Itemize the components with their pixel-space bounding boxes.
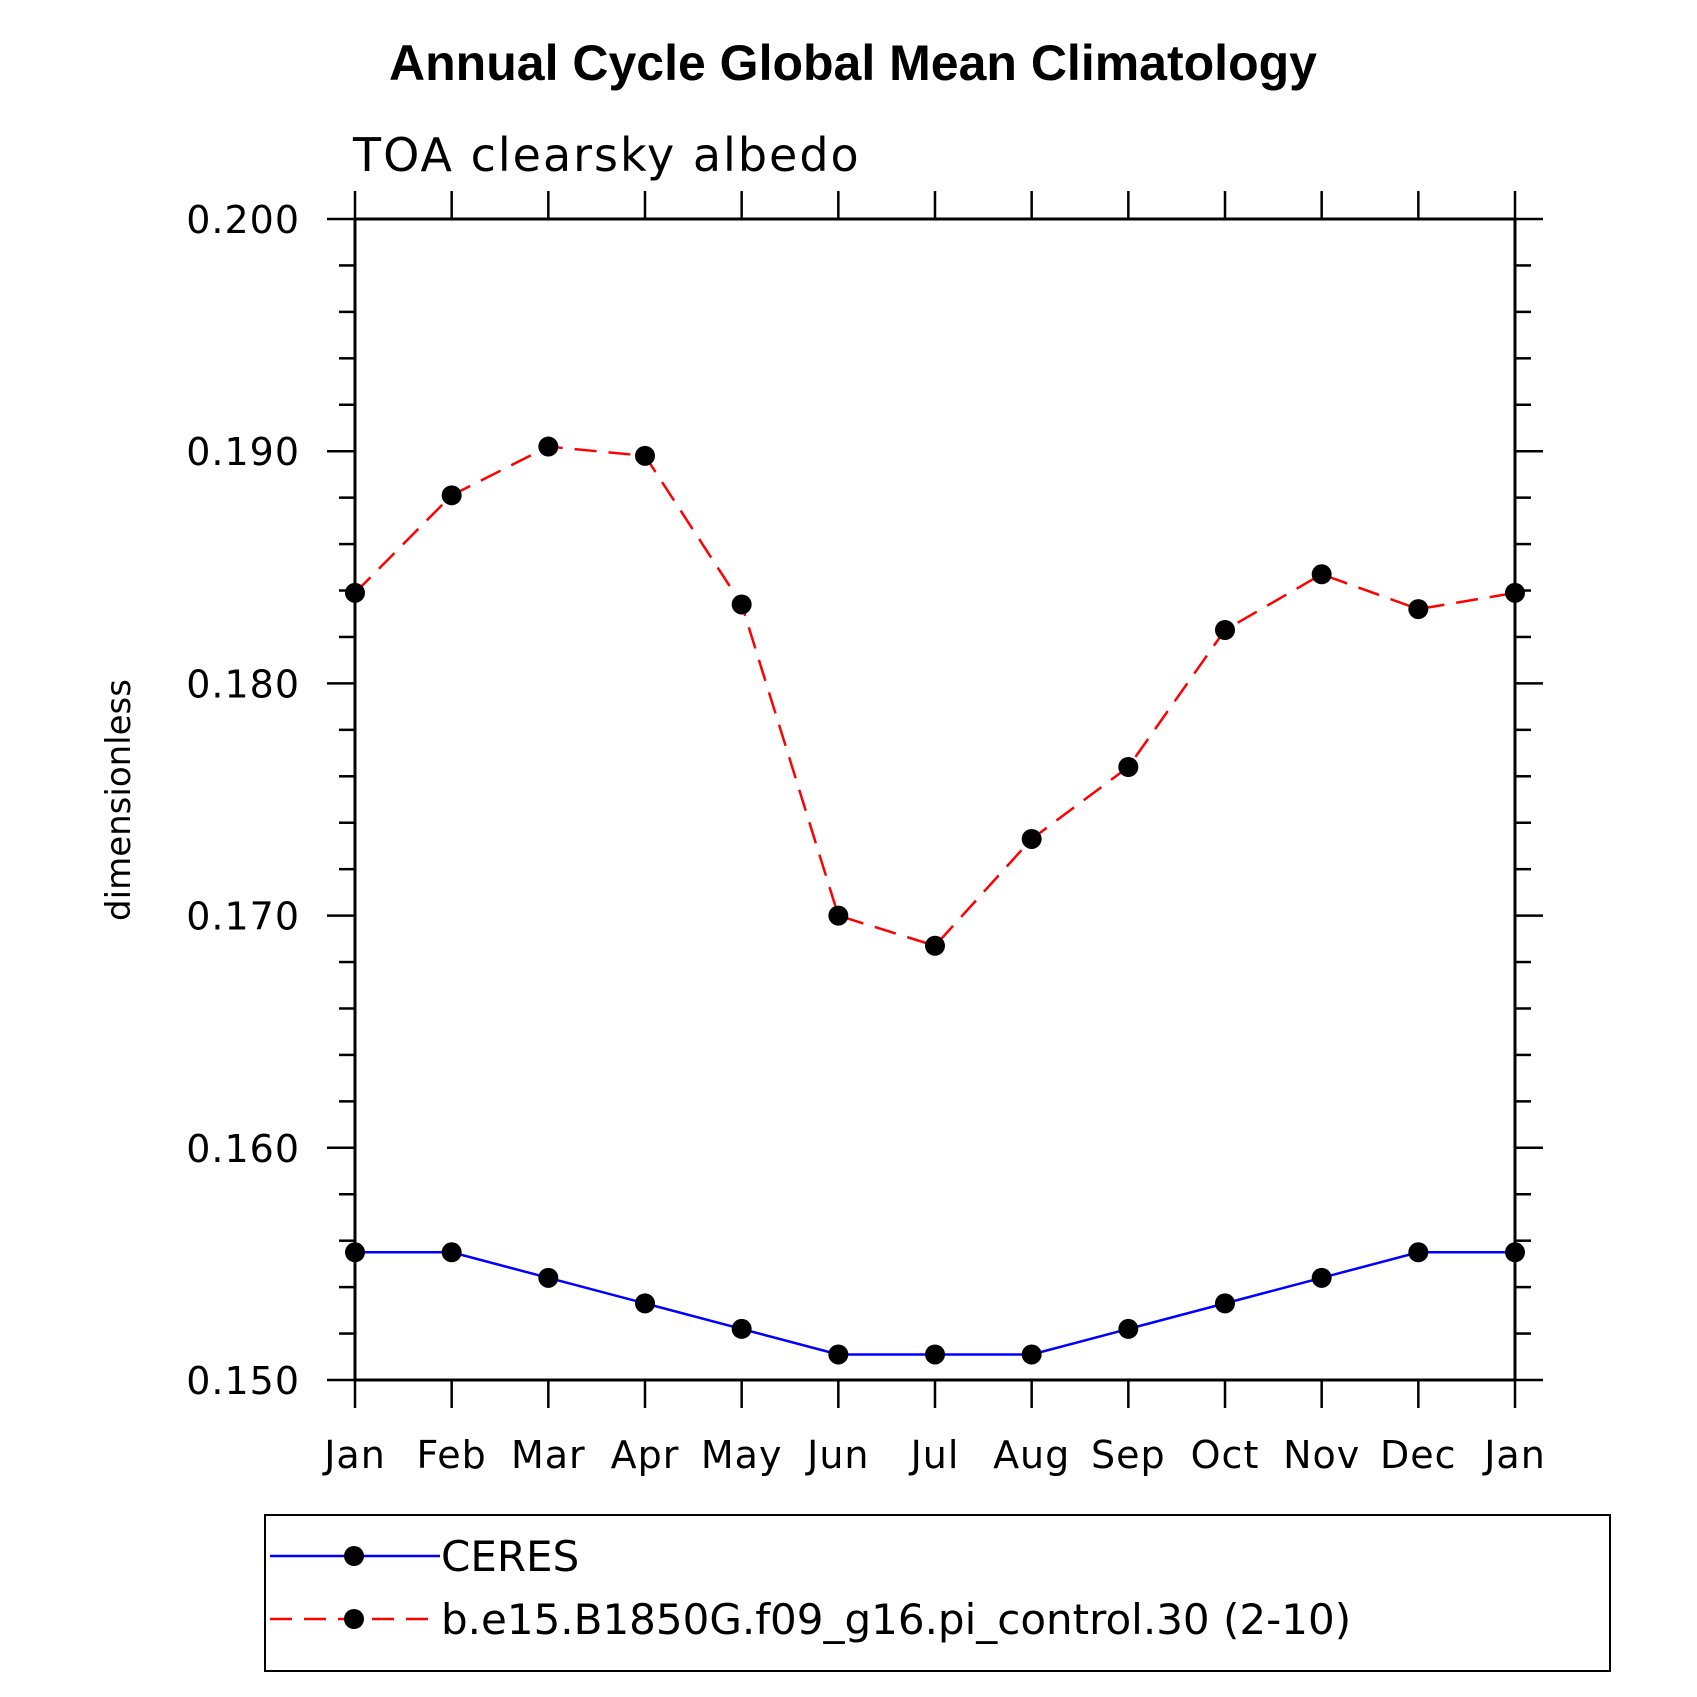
x-tick-label: Jan bbox=[322, 1433, 386, 1477]
series-0-point bbox=[731, 1318, 752, 1339]
legend-label-0: CERES bbox=[441, 1532, 579, 1581]
series-0-point bbox=[441, 1242, 462, 1263]
series-0-point bbox=[1215, 1293, 1235, 1314]
series-0-point bbox=[1021, 1344, 1042, 1365]
series-1-point bbox=[1505, 582, 1525, 603]
x-tick-label: Aug bbox=[993, 1433, 1070, 1477]
series-line-1 bbox=[354, 445, 1516, 948]
x-tick-label: Jan bbox=[1482, 1433, 1546, 1477]
x-tick-label: Apr bbox=[611, 1433, 680, 1477]
legend-box bbox=[264, 1514, 1611, 1672]
series-0-point bbox=[345, 1242, 365, 1263]
series-1-point bbox=[1021, 828, 1042, 849]
series-0-point bbox=[1408, 1242, 1429, 1263]
series-0-point bbox=[1311, 1267, 1332, 1288]
y-tick-label: 0.180 bbox=[186, 662, 300, 706]
series-group bbox=[345, 436, 1525, 1365]
series-1-point bbox=[925, 935, 945, 956]
y-tick-label: 0.200 bbox=[186, 198, 300, 242]
y-axis-label: dimensionless bbox=[99, 679, 139, 921]
series-0-point bbox=[538, 1267, 559, 1288]
series-1-point bbox=[1311, 564, 1332, 585]
series-1-point bbox=[1215, 619, 1235, 640]
series-0-point bbox=[635, 1293, 655, 1314]
series-0-point bbox=[925, 1344, 945, 1365]
series-0-point bbox=[1505, 1242, 1525, 1263]
series-1-point bbox=[731, 594, 752, 615]
series-1-point bbox=[538, 436, 559, 457]
series-1-point bbox=[635, 445, 655, 466]
x-tick-label: Oct bbox=[1191, 1433, 1260, 1477]
axis-ticks bbox=[327, 191, 1543, 1408]
series-line-0 bbox=[355, 1251, 1515, 1356]
y-tick-label: 0.170 bbox=[186, 895, 300, 939]
series-0-point bbox=[1118, 1318, 1139, 1339]
series-1-point bbox=[1118, 756, 1139, 777]
series-1-point bbox=[1408, 599, 1429, 620]
series-1-point bbox=[441, 485, 462, 506]
x-tick-label: Sep bbox=[1091, 1433, 1166, 1477]
y-tick-labels: 0.150 0.160 0.170 0.180 0.190 0.200 bbox=[186, 198, 300, 1403]
y-tick-label: 0.190 bbox=[186, 430, 300, 474]
x-tick-label: Mar bbox=[511, 1433, 586, 1477]
series-0-point bbox=[828, 1344, 849, 1365]
x-tick-label: Jun bbox=[805, 1433, 869, 1477]
legend: CERES b.e15.B1850G.f09_g16.pi_control.30 … bbox=[270, 1532, 1351, 1644]
series-1-point bbox=[828, 905, 849, 926]
legend-marker-0 bbox=[344, 1546, 364, 1566]
x-tick-label: Jul bbox=[909, 1433, 960, 1477]
x-tick-label: May bbox=[701, 1433, 783, 1477]
legend-label-1: b.e15.B1850G.f09_g16.pi_control.30 (2-10… bbox=[441, 1595, 1351, 1644]
series-1-point bbox=[345, 582, 365, 603]
chart-subtitle: TOA clearsky albedo bbox=[352, 128, 861, 182]
legend-marker-1 bbox=[344, 1609, 364, 1629]
x-tick-label: Feb bbox=[417, 1433, 487, 1477]
x-tick-label: Nov bbox=[1283, 1433, 1360, 1477]
y-tick-label: 0.160 bbox=[186, 1127, 300, 1171]
x-tick-label: Dec bbox=[1380, 1433, 1457, 1477]
plot-frame bbox=[353, 217, 1517, 1382]
x-tick-labels: Jan Feb Mar Apr May Jun Jul Aug Sep Oct Nov Dec Jan bbox=[322, 1433, 1546, 1477]
y-tick-label: 0.150 bbox=[186, 1359, 300, 1403]
chart-title: Annual Cycle Global Mean Climatology bbox=[389, 35, 1317, 91]
